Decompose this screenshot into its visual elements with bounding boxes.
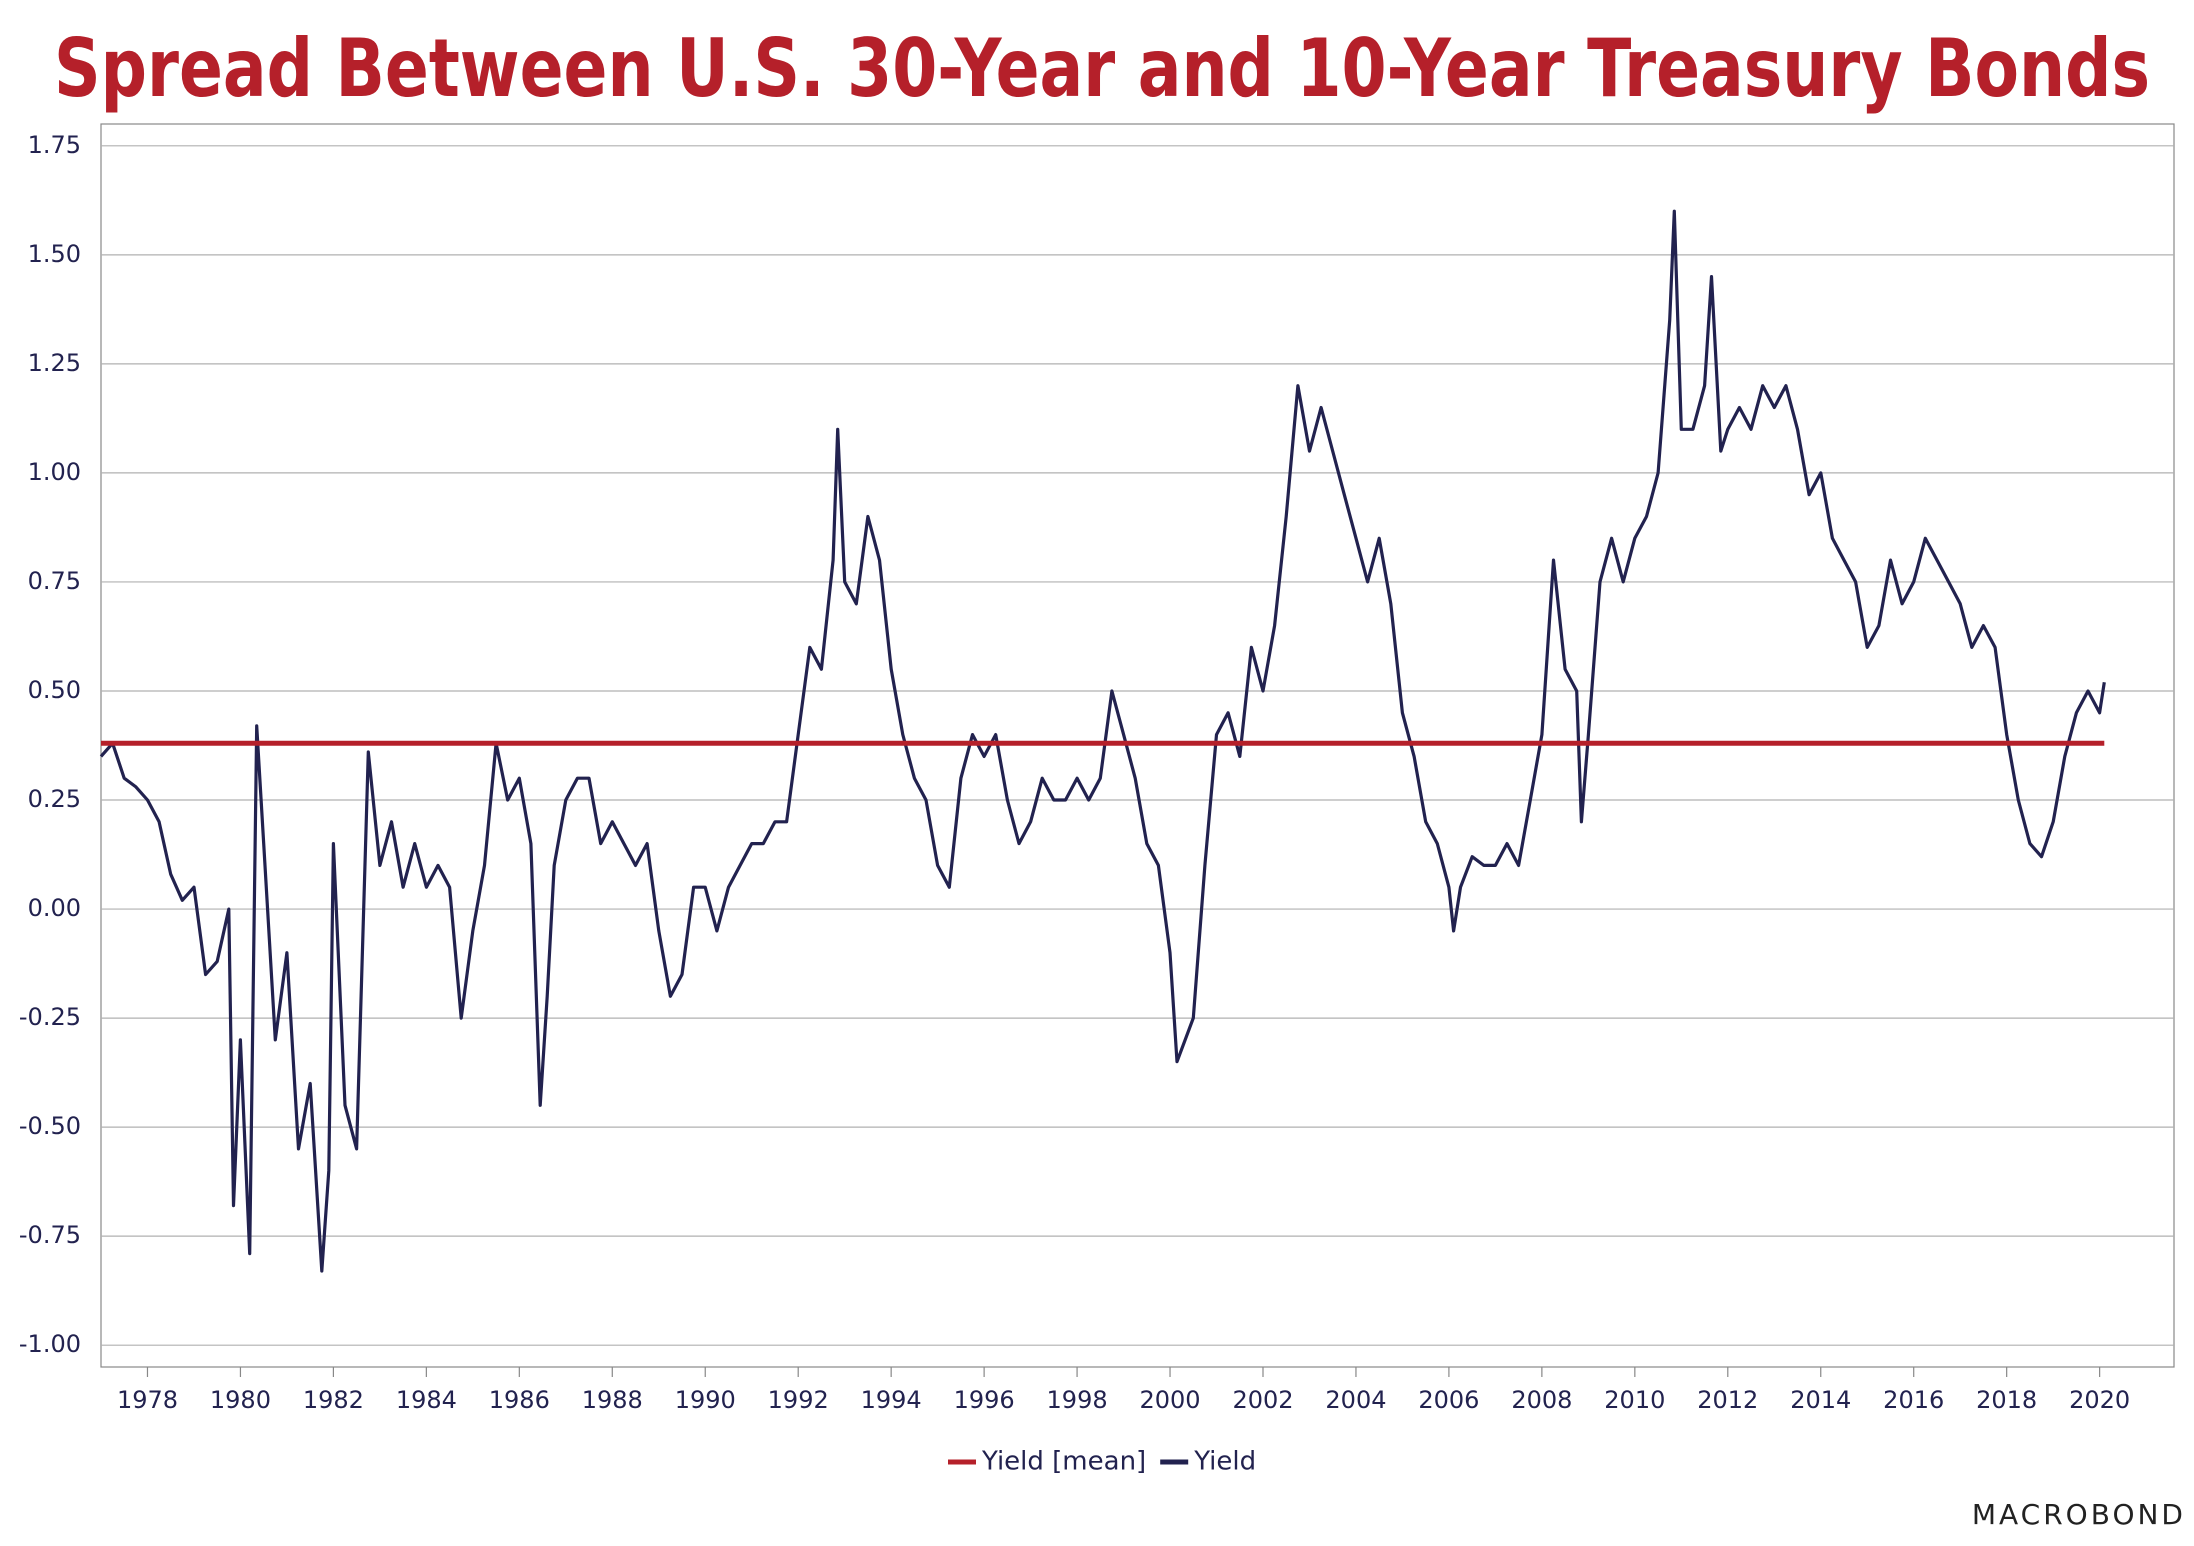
y-tick-label: -0.50: [19, 1112, 81, 1140]
x-tick-label: 1984: [396, 1386, 457, 1414]
x-tick-label: 2004: [1325, 1386, 1386, 1414]
x-tick-label: 2016: [1883, 1386, 1944, 1414]
y-tick-label: -0.25: [19, 1003, 81, 1031]
x-tick-label: 2008: [1511, 1386, 1572, 1414]
y-tick-label: 0.75: [28, 567, 81, 595]
x-tick-label: 2010: [1604, 1386, 1665, 1414]
x-tick-label: 1988: [582, 1386, 643, 1414]
x-tick-label: 2020: [2069, 1386, 2130, 1414]
x-tick-label: 1980: [210, 1386, 271, 1414]
x-tick-label: 1990: [675, 1386, 736, 1414]
y-tick-label: 0.50: [28, 676, 81, 704]
x-tick-label: 1998: [1047, 1386, 1108, 1414]
y-tick-label: 0.00: [28, 894, 81, 922]
x-tick-label: 2018: [1976, 1386, 2037, 1414]
y-tick-label: -0.75: [19, 1221, 81, 1249]
credit: MACROBOND: [1972, 1498, 2186, 1531]
x-tick-label: 1978: [117, 1386, 178, 1414]
line-series: [99, 209, 2106, 1273]
x-tick-label: 2014: [1790, 1386, 1851, 1414]
y-tick-label: 1.75: [28, 131, 81, 159]
chart-title: Spread Between U.S. 30-Year and 10-Year …: [54, 22, 2150, 115]
x-tick-label: 1994: [861, 1386, 922, 1414]
x-tick-label: 2002: [1232, 1386, 1293, 1414]
x-tick-label: 2006: [1418, 1386, 1479, 1414]
legend-label: Yield [mean]: [981, 1447, 1146, 1477]
y-tick-label: 0.25: [28, 785, 81, 813]
x-tick-label: 1982: [303, 1386, 364, 1414]
legend-label: Yield: [1193, 1447, 1256, 1477]
x-tick-label: 1986: [489, 1386, 550, 1414]
x-tick-label: 2012: [1697, 1386, 1758, 1414]
x-tick-label: 2000: [1139, 1386, 1200, 1414]
y-tick-label: 1.00: [28, 458, 81, 486]
x-tick-label: 1992: [768, 1386, 829, 1414]
x-tick-label: 1996: [954, 1386, 1015, 1414]
y-tick-label: 1.25: [28, 349, 81, 377]
y-tick-label: -1.00: [19, 1330, 81, 1358]
y-tick-label: 1.50: [28, 240, 81, 268]
